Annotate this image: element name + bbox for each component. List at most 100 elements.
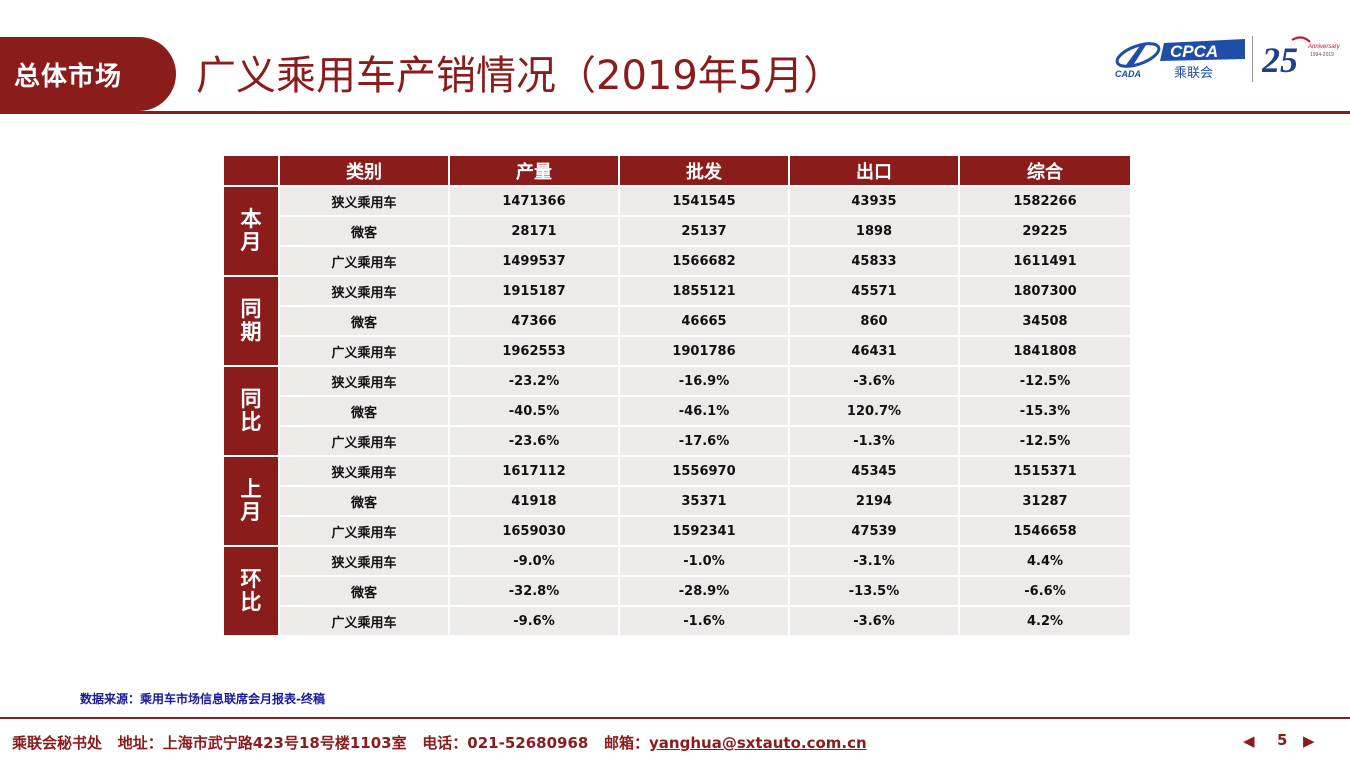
table-row: 广义乘用车 1659030 1592341 47539 1546658 <box>223 515 1132 547</box>
cell-wholesale: 1566682 <box>618 245 790 277</box>
cell-wholesale: 1541545 <box>618 185 790 217</box>
header-export: 出口 <box>788 154 960 187</box>
cell-category: 狭义乘用车 <box>278 545 450 577</box>
table-row: 广义乘用车 -9.6% -1.6% -3.6% 4.2% <box>223 605 1132 637</box>
cada-logo-icon: CADA <box>1115 42 1161 79</box>
group-label: 上月 <box>222 455 280 547</box>
source-note: 数据来源：乘用车市场信息联席会月报表-终稿 <box>80 692 325 706</box>
cell-wholesale: 25137 <box>618 215 790 247</box>
cell-production: -23.2% <box>448 365 620 397</box>
table-row: 同期 狭义乘用车 1915187 1855121 45571 1807300 <box>222 275 1132 367</box>
cell-export: -3.6% <box>788 365 960 397</box>
cell-total: 29225 <box>958 215 1132 247</box>
table-row: 广义乘用车 1962553 1901786 46431 1841808 <box>223 335 1132 367</box>
cell-production: 1962553 <box>448 335 620 367</box>
table-row: 上月 狭义乘用车 1617112 1556970 45345 1515371 <box>222 455 1132 547</box>
cell-category: 狭义乘用车 <box>278 275 450 307</box>
group-label: 本月 <box>222 185 280 277</box>
cell-production: 1617112 <box>448 455 620 487</box>
page-title: 广义乘用车产销情况（2019年5月） <box>196 53 844 99</box>
cada-logo-text: CADA <box>1115 69 1141 79</box>
cpca-logo-sub: 乘联会 <box>1174 66 1213 81</box>
cell-wholesale: 1855121 <box>618 275 790 307</box>
cell-total: -12.5% <box>958 425 1132 457</box>
cell-category: 狭义乘用车 <box>278 365 450 397</box>
cell-production: 1499537 <box>448 245 620 277</box>
header-wholesale: 批发 <box>618 154 790 187</box>
cell-wholesale: 1556970 <box>618 455 790 487</box>
table-row: 本月 狭义乘用车 1471366 1541545 43935 1582266 <box>222 185 1132 277</box>
pager: ◀ 5 ▶ <box>1243 730 1327 752</box>
header-total: 综合 <box>958 154 1132 187</box>
anniversary-years: 1994-2019 <box>1310 52 1334 58</box>
footer-divider <box>0 717 1350 719</box>
cell-export: 2194 <box>788 485 960 517</box>
table-row: 微客 41918 35371 2194 31287 <box>223 485 1132 517</box>
triangle-left-icon[interactable]: ◀ <box>1243 732 1255 750</box>
cell-production: -40.5% <box>448 395 620 427</box>
sales-table: 类别 产量 批发 出口 综合 本月 狭义乘用车 1471366 1541545 4393… <box>222 154 1132 637</box>
cell-export: 45833 <box>788 245 960 277</box>
cell-wholesale: -46.1% <box>618 395 790 427</box>
cell-wholesale: 46665 <box>618 305 790 337</box>
footer-phone: 电话：021-52680968 <box>422 734 589 752</box>
table-row: 广义乘用车 -23.6% -17.6% -1.3% -12.5% <box>223 425 1132 457</box>
cell-category: 微客 <box>278 485 450 517</box>
table-row: 环比 狭义乘用车 -9.0% -1.0% -3.1% 4.4% <box>222 545 1132 637</box>
cell-export: 46431 <box>788 335 960 367</box>
table-body: 本月 狭义乘用车 1471366 1541545 43935 1582266 微客 28171… <box>222 185 1132 637</box>
cell-export: 1898 <box>788 215 960 247</box>
section-tab: 总体市场 <box>0 37 176 111</box>
cell-total: -6.6% <box>958 575 1132 607</box>
cell-export: -1.3% <box>788 425 960 457</box>
cpca-banner-icon <box>1160 39 1245 61</box>
anniversary-logo: 25 Anniversary 1994-2019 <box>1262 36 1341 80</box>
group-label: 同比 <box>222 365 280 457</box>
cell-wholesale: -16.9% <box>618 365 790 397</box>
cell-production: -9.0% <box>448 545 620 577</box>
cell-production: 47366 <box>448 305 620 337</box>
cell-wholesale: -1.0% <box>618 545 790 577</box>
cell-export: 45345 <box>788 455 960 487</box>
group-label-text: 环比 <box>240 567 262 614</box>
footer-email-link[interactable]: yanghua@sxtauto.com.cn <box>649 734 867 752</box>
header-divider <box>0 111 1350 114</box>
group-label-text: 同期 <box>240 297 262 344</box>
cell-wholesale: 1592341 <box>618 515 790 547</box>
cell-export: -3.6% <box>788 605 960 637</box>
cell-total: 34508 <box>958 305 1132 337</box>
footer-email-label: 邮箱： <box>604 734 650 752</box>
footer-address: 地址：上海市武宁路423号18号楼1103室 <box>117 734 407 752</box>
cell-category: 广义乘用车 <box>278 515 450 547</box>
cell-total: 31287 <box>958 485 1132 517</box>
footer-org: 乘联会秘书处 <box>12 734 103 752</box>
cell-export: 120.7% <box>788 395 960 427</box>
cell-total: 1515371 <box>958 455 1132 487</box>
group-label-text: 同比 <box>240 387 262 434</box>
cell-wholesale: 1901786 <box>618 335 790 367</box>
cell-export: 47539 <box>788 515 960 547</box>
cell-export: 860 <box>788 305 960 337</box>
table-header-row: 类别 产量 批发 出口 综合 <box>222 154 1132 187</box>
cell-category: 狭义乘用车 <box>278 185 450 217</box>
triangle-right-icon[interactable]: ▶ <box>1303 732 1315 750</box>
cell-category: 微客 <box>278 395 450 427</box>
footer-contact: 乘联会秘书处 地址：上海市武宁路423号18号楼1103室 电话：021-526… <box>12 732 867 753</box>
page-number: 5 <box>1277 731 1288 749</box>
cell-export: -3.1% <box>788 545 960 577</box>
table-row: 同比 狭义乘用车 -23.2% -16.9% -3.6% -12.5% <box>222 365 1132 457</box>
cpca-logo-text: CPCA <box>1170 42 1218 61</box>
cpca-logo: CADA CPCA 乘联会 <box>1115 39 1245 81</box>
group-label: 同期 <box>222 275 280 367</box>
cell-total: 4.2% <box>958 605 1132 637</box>
cell-production: 41918 <box>448 485 620 517</box>
cell-total: 1546658 <box>958 515 1132 547</box>
cell-wholesale: -17.6% <box>618 425 790 457</box>
cell-total: 1807300 <box>958 275 1132 307</box>
cell-production: 1915187 <box>448 275 620 307</box>
sales-table-container: 类别 产量 批发 出口 综合 本月 狭义乘用车 1471366 1541545 4393… <box>222 154 1132 637</box>
cell-category: 微客 <box>278 575 450 607</box>
table-row: 微客 -32.8% -28.9% -13.5% -6.6% <box>223 575 1132 607</box>
header-group <box>222 154 280 187</box>
cell-category: 广义乘用车 <box>278 245 450 277</box>
